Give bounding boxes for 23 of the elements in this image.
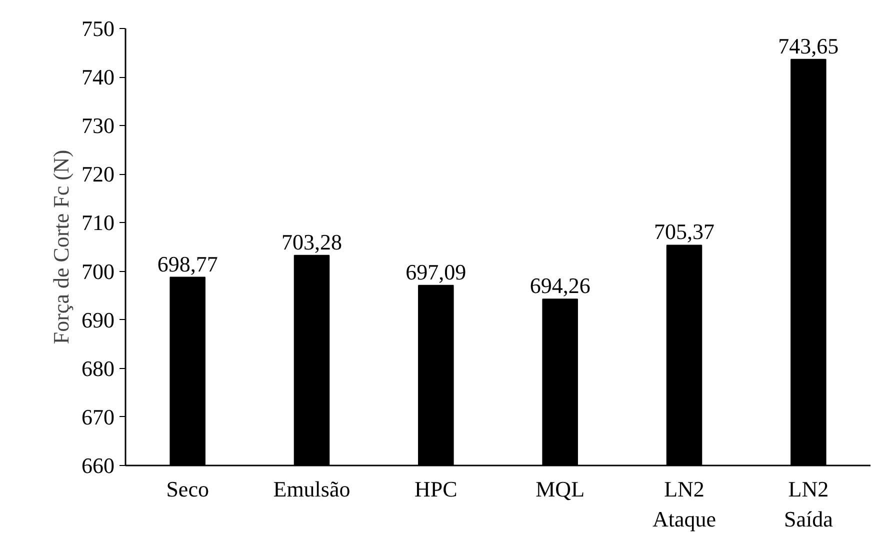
x-tick-label: HPC — [414, 476, 458, 502]
data-label: 743,65 — [778, 33, 839, 58]
x-tick-label: LN2 Ataque — [652, 476, 716, 532]
data-label: 698,77 — [157, 251, 218, 276]
y-tick-label: 670 — [82, 404, 114, 430]
y-axis-title: Força de Corte Fc (N) — [48, 150, 74, 344]
y-tick-label: 690 — [82, 307, 114, 332]
y-tick-label: 680 — [82, 356, 114, 381]
y-tick-label: 740 — [82, 64, 114, 90]
data-label: 697,09 — [406, 259, 466, 284]
data-label: 705,37 — [654, 219, 714, 244]
y-tick-label: 730 — [82, 113, 114, 138]
y-tick-label: 750 — [82, 16, 114, 41]
x-tick-label: LN2 Saída — [784, 476, 834, 532]
x-tick-label: Emulsão — [273, 476, 350, 502]
x-tick-label: MQL — [536, 476, 585, 502]
data-label: 694,26 — [530, 273, 590, 298]
data-label: 703,28 — [282, 229, 342, 254]
y-tick-label: 700 — [82, 258, 114, 284]
y-tick-label: 720 — [82, 162, 114, 187]
y-tick-label: 710 — [82, 210, 114, 236]
y-tick-label: 660 — [82, 453, 114, 478]
x-tick-label: Seco — [166, 476, 209, 502]
